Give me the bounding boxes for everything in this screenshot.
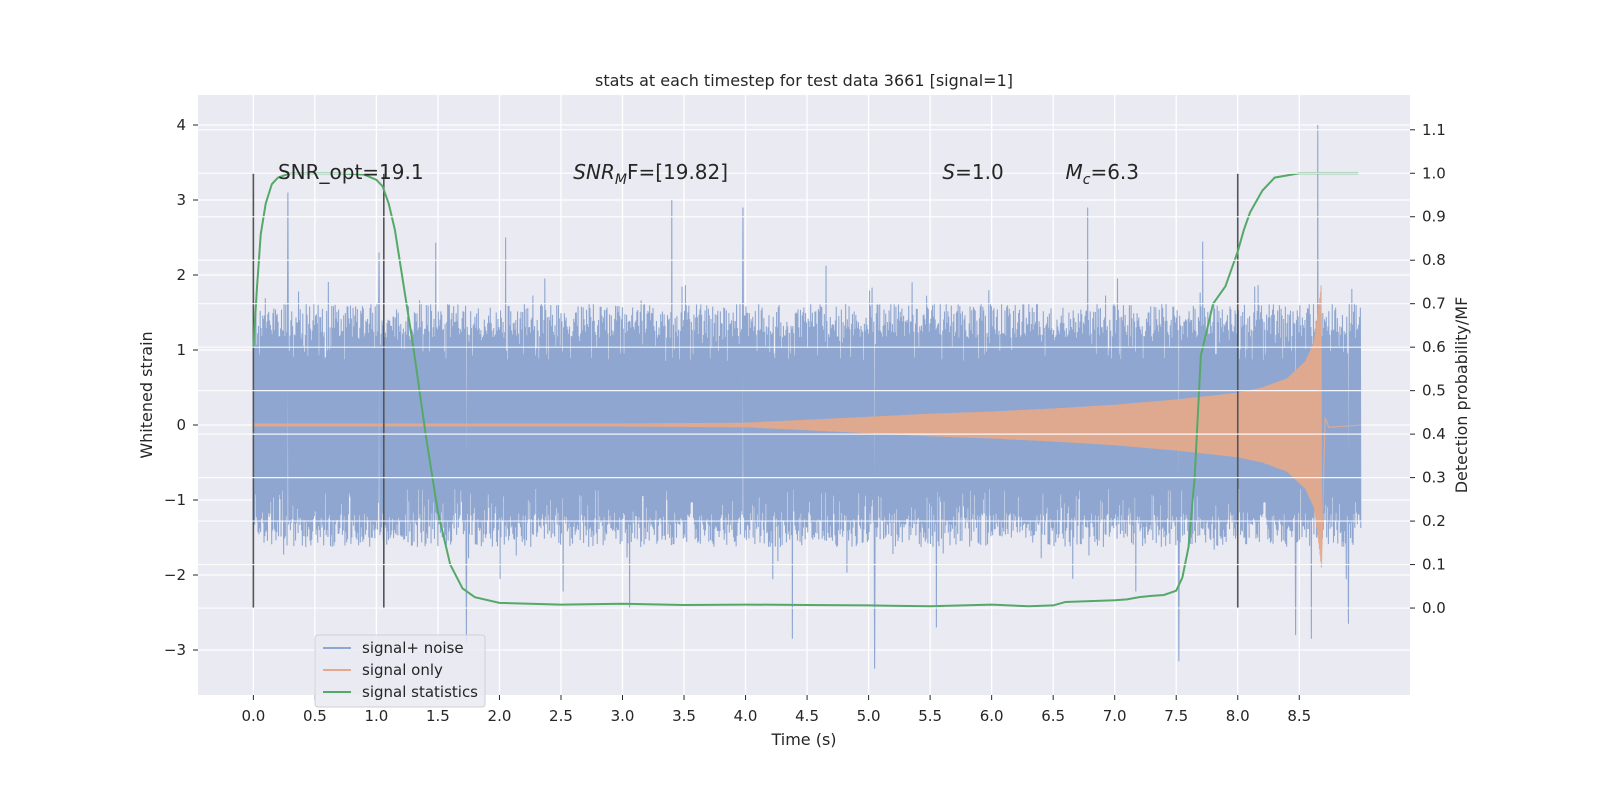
x-tick-label-5: 2.5: [549, 707, 573, 725]
x-tick-label-16: 8.0: [1226, 707, 1250, 725]
y-tick-label-3: 1: [176, 341, 186, 359]
y-right-tick-label-7: 0.4: [1422, 425, 1446, 443]
x-tick-label-14: 7.0: [1103, 707, 1127, 725]
annotation-mc-value: Mc=6.3: [1065, 160, 1139, 188]
series-signal-only: [252, 285, 1361, 568]
y-tick-label-4: 0: [176, 416, 186, 434]
y-right-tick-label-4: 0.7: [1422, 295, 1446, 313]
x-axis-ticks: 0.0 0.5 1.0 1.5 2.0 2.5 3.0 3.5 4.0 4.5 5.0 5.5 6.0 6…: [241, 695, 1311, 725]
y-right-tick-label-9: 0.2: [1422, 512, 1446, 530]
annotation-s-symbol: S: [942, 160, 955, 184]
chart-title: stats at each timestep for test data 366…: [595, 71, 1013, 90]
statistics-trace: [252, 172, 1359, 608]
y-right-tick-label-5: 0.6: [1422, 338, 1446, 356]
annotation-s-value: S=1.0: [942, 160, 1003, 184]
legend-label-signal-only: signal only: [362, 661, 443, 679]
x-axis-label: Time (s): [770, 730, 836, 749]
y-right-axis-label: Detection probability/MF: [1452, 297, 1471, 494]
y-right-tick-label-3: 0.8: [1422, 251, 1446, 269]
x-tick-label-3: 1.5: [426, 707, 450, 725]
x-tick-label-11: 5.5: [918, 707, 942, 725]
grid-horizontal-right: [198, 129, 1410, 609]
annotation-snr-mf: SNRMF=[19.82]: [573, 160, 728, 188]
y-right-tick-label-6: 0.5: [1422, 382, 1446, 400]
legend-box: [314, 634, 486, 708]
x-tick-label-9: 4.5: [795, 707, 819, 725]
x-tick-label-0: 0.0: [241, 707, 265, 725]
y-axis-ticks: 4 3 2 1 0 −1 −2 −3: [164, 116, 198, 659]
annotation-snr-opt: SNR_opt=19.1: [278, 160, 424, 184]
y-right-tick-label-2: 0.9: [1422, 208, 1446, 226]
y-right-tick-label-0: 1.1: [1422, 121, 1446, 139]
x-tick-label-17: 8.5: [1287, 707, 1311, 725]
annotation-s-rest: =1.0: [955, 160, 1004, 184]
y-right-tick-label-8: 0.3: [1422, 469, 1446, 487]
y-right-axis-ticks: 1.1 1.0 0.9 0.8 0.7 0.6 0.5 0.4 0.3 0.2 0.1 0.0: [1410, 121, 1446, 617]
x-tick-label-15: 7.5: [1164, 707, 1188, 725]
x-tick-label-13: 6.5: [1041, 707, 1065, 725]
y-tick-label-5: −1: [164, 491, 186, 509]
x-tick-label-10: 5.0: [857, 707, 881, 725]
y-tick-label-1: 3: [176, 191, 186, 209]
x-tick-label-1: 0.5: [303, 707, 327, 725]
y-right-tick-label-11: 0.0: [1422, 599, 1446, 617]
annotation-snr-mf-sub: M: [615, 172, 627, 188]
y-tick-label-2: 2: [176, 266, 186, 284]
legend-label-signal-statistics: signal statistics: [362, 683, 478, 701]
x-tick-label-4: 2.0: [488, 707, 512, 725]
annotations: SNR_opt=19.1 SNRMF=[19.82] S=1.0 Mc=6.3: [278, 160, 1139, 188]
annotation-mc-sub: c: [1083, 172, 1091, 188]
y-tick-label-6: −2: [164, 566, 186, 584]
x-tick-label-12: 6.0: [980, 707, 1004, 725]
x-tick-label-7: 3.5: [672, 707, 696, 725]
annotation-mc-symbol: M: [1065, 160, 1082, 184]
series-signal-statistics: [252, 172, 1359, 608]
y-tick-label-7: −3: [164, 641, 186, 659]
legend: signal+ noise signal only signal statist…: [314, 634, 486, 708]
y-tick-label-0: 4: [176, 116, 186, 134]
signal-trace: [252, 285, 1361, 568]
y-right-tick-label-10: 0.1: [1422, 556, 1446, 574]
y-right-tick-label-1: 1.0: [1422, 164, 1446, 182]
x-tick-label-8: 4.0: [734, 707, 758, 725]
y-axis-label: Whitened strain: [137, 331, 156, 458]
x-tick-label-2: 1.0: [364, 707, 388, 725]
annotation-snr-mf-rest: F=[19.82]: [627, 160, 728, 184]
legend-label-signal-noise: signal+ noise: [362, 639, 464, 657]
annotation-mc-rest: =6.3: [1090, 160, 1139, 184]
annotation-snr-mf-main: SNR: [573, 160, 615, 184]
x-tick-label-6: 3.0: [611, 707, 635, 725]
